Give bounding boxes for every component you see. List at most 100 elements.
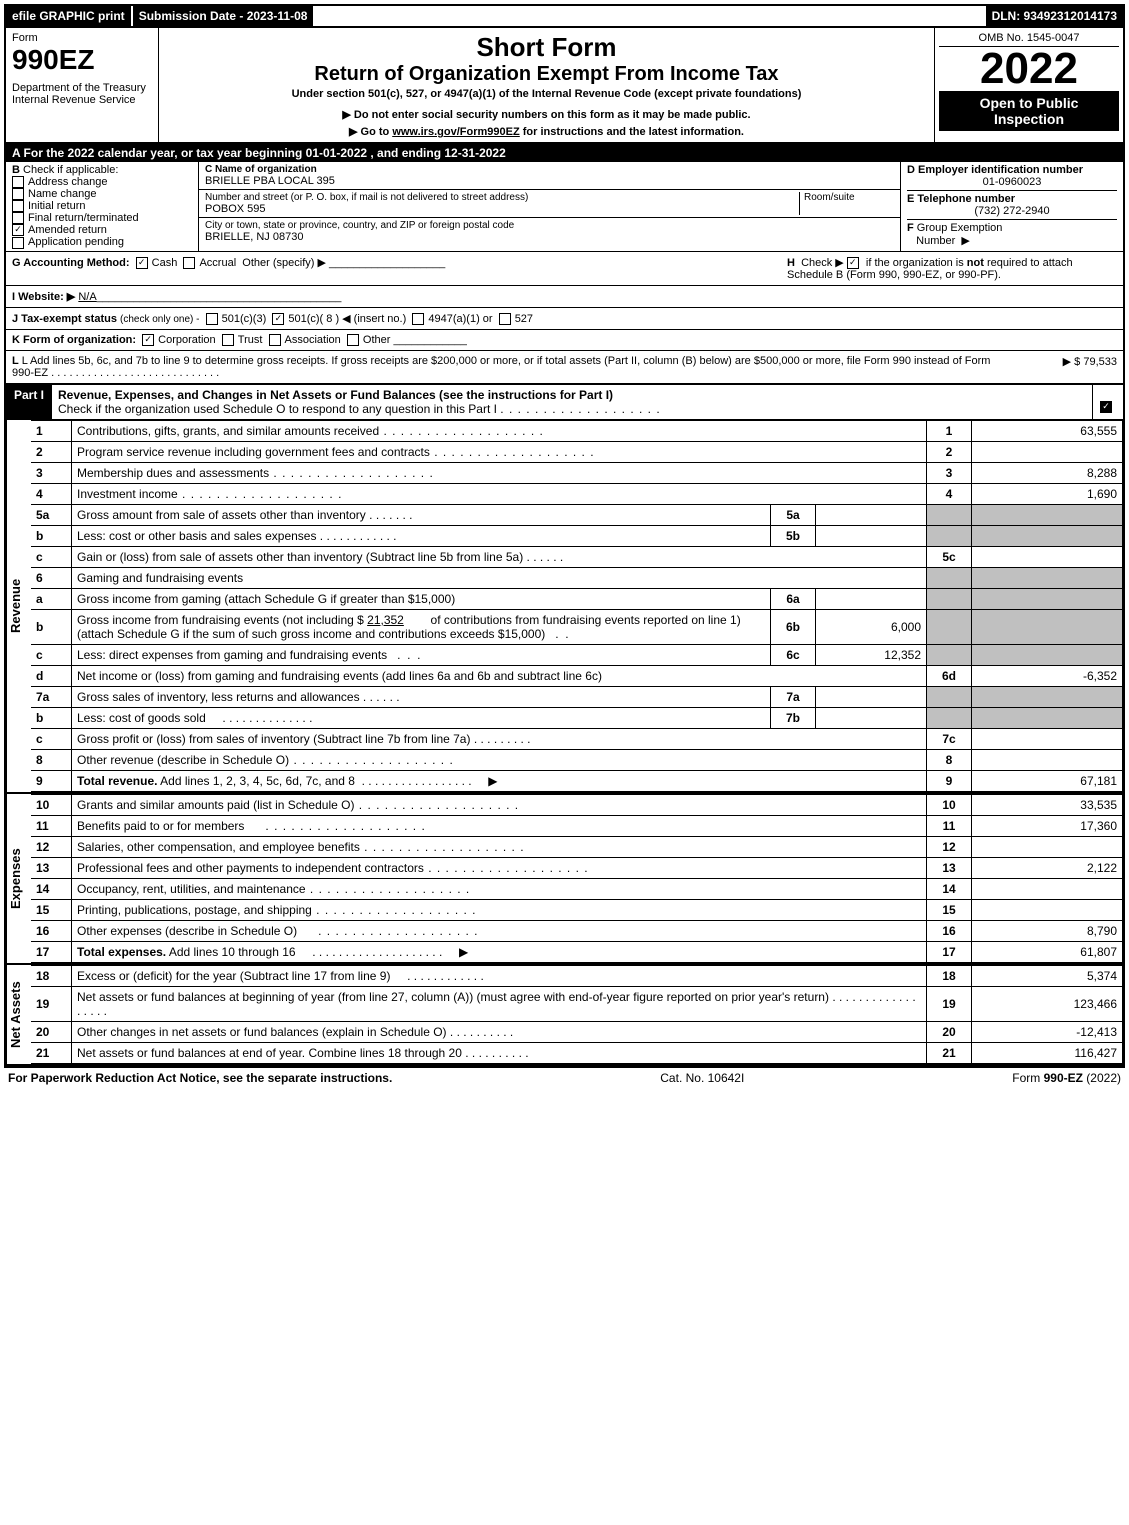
- checkbox-application-pending[interactable]: [12, 237, 24, 249]
- footer-left: For Paperwork Reduction Act Notice, see …: [8, 1071, 392, 1085]
- l16-num: 16: [927, 920, 972, 941]
- l4-val: 1,690: [972, 483, 1123, 504]
- line-15: 15 Printing, publications, postage, and …: [31, 899, 1123, 920]
- addr-label: Number and street (or P. O. box, if mail…: [205, 192, 799, 203]
- l6a-grey: [927, 588, 972, 609]
- l6d-no: d: [31, 665, 72, 686]
- l3-no: 3: [31, 462, 72, 483]
- l1-desc: Contributions, gifts, grants, and simila…: [77, 424, 379, 438]
- l16-desc: Other expenses (describe in Schedule O): [77, 924, 297, 938]
- l17-num: 17: [927, 941, 972, 962]
- checkbox-other-org[interactable]: [347, 334, 359, 346]
- checkbox-4947[interactable]: [412, 313, 424, 325]
- opt-amended-return: Amended return: [28, 224, 107, 236]
- line-17: 17 Total expenses. Add lines 10 through …: [31, 941, 1123, 962]
- city-label: City or town, state or province, country…: [205, 220, 894, 231]
- irs-label: Internal Revenue Service: [12, 94, 152, 106]
- l2-desc: Program service revenue including govern…: [77, 445, 430, 459]
- l6c-greyval: [972, 644, 1123, 665]
- title-short-form: Short Form: [163, 32, 930, 63]
- opt-application-pending: Application pending: [28, 236, 124, 248]
- section-e-label: E Telephone number: [907, 193, 1015, 205]
- l7b-grey: [927, 707, 972, 728]
- l7b-ival: [816, 707, 927, 728]
- org-address: POBOX 595: [205, 203, 799, 215]
- checkbox-name-change[interactable]: [12, 188, 24, 200]
- checkbox-501c[interactable]: ✓: [272, 313, 284, 325]
- l3-num: 3: [927, 462, 972, 483]
- line-11: 11 Benefits paid to or for members 11 17…: [31, 815, 1123, 836]
- checkbox-cash[interactable]: ✓: [136, 257, 148, 269]
- l12-val: [972, 836, 1123, 857]
- checkbox-final-return[interactable]: [12, 212, 24, 224]
- l19-val: 123,466: [972, 986, 1123, 1021]
- l5a-greyval: [972, 504, 1123, 525]
- checkbox-501c3[interactable]: [206, 313, 218, 325]
- l5c-val: [972, 546, 1123, 567]
- line-7b: b Less: cost of goods sold . . . . . . .…: [31, 707, 1123, 728]
- section-b-label: Check if applicable:: [23, 164, 118, 176]
- line-20: 20 Other changes in net assets or fund b…: [31, 1021, 1123, 1042]
- section-l: L L Add lines 5b, 6c, and 7b to line 9 t…: [6, 351, 1123, 385]
- l6-no: 6: [31, 567, 72, 588]
- l15-no: 15: [31, 899, 72, 920]
- line-5b: b Less: cost or other basis and sales ex…: [31, 525, 1123, 546]
- efile-print-label[interactable]: efile GRAPHIC print: [6, 6, 131, 26]
- l2-val: [972, 441, 1123, 462]
- l7a-no: 7a: [31, 686, 72, 707]
- form-header: Form 990EZ Department of the Treasury In…: [6, 28, 1123, 144]
- checkbox-address-change[interactable]: [12, 176, 24, 188]
- checkbox-527[interactable]: [499, 313, 511, 325]
- line-8: 8 Other revenue (describe in Schedule O)…: [31, 749, 1123, 770]
- section-d-label: D Employer identification number: [907, 164, 1083, 176]
- section-h: H Check ▶ ✓ if the organization is not r…: [787, 256, 1117, 281]
- l12-num: 12: [927, 836, 972, 857]
- section-c-name-label: C Name of organization: [205, 164, 317, 175]
- subtitle: Under section 501(c), 527, or 4947(a)(1)…: [163, 88, 930, 100]
- section-j: J Tax-exempt status (check only one) - 5…: [6, 308, 1123, 330]
- l21-num: 21: [927, 1042, 972, 1063]
- line-14: 14 Occupancy, rent, utilities, and maint…: [31, 878, 1123, 899]
- l21-desc: Net assets or fund balances at end of ye…: [77, 1046, 462, 1060]
- line-10: 10 Grants and similar amounts paid (list…: [31, 794, 1123, 815]
- l5a-inum: 5a: [771, 504, 816, 525]
- line-7c: c Gross profit or (loss) from sales of i…: [31, 728, 1123, 749]
- opt-accrual: Accrual: [199, 257, 236, 269]
- l13-val: 2,122: [972, 857, 1123, 878]
- expenses-table: 10 Grants and similar amounts paid (list…: [31, 794, 1123, 963]
- l6b-amt: 21,352: [367, 613, 404, 627]
- l17-no: 17: [31, 941, 72, 962]
- irs-link[interactable]: www.irs.gov/Form990EZ: [392, 126, 519, 138]
- line-1: 1 Contributions, gifts, grants, and simi…: [31, 420, 1123, 441]
- l7c-val: [972, 728, 1123, 749]
- checkbox-trust[interactable]: [222, 334, 234, 346]
- checkbox-amended-return[interactable]: ✓: [12, 224, 24, 236]
- l21-val: 116,427: [972, 1042, 1123, 1063]
- l7a-greyval: [972, 686, 1123, 707]
- checkbox-corporation[interactable]: ✓: [142, 334, 154, 346]
- l5c-num: 5c: [927, 546, 972, 567]
- checkbox-accrual[interactable]: [183, 257, 195, 269]
- part1-header-row: Part I Revenue, Expenses, and Changes in…: [6, 385, 1123, 420]
- section-c: C Name of organization BRIELLE PBA LOCAL…: [199, 162, 901, 251]
- l1-num: 1: [927, 420, 972, 441]
- l13-num: 13: [927, 857, 972, 878]
- l18-desc: Excess or (deficit) for the year (Subtra…: [77, 969, 390, 983]
- netassets-vert-label: Net Assets: [6, 965, 31, 1064]
- line-3: 3 Membership dues and assessments 3 8,28…: [31, 462, 1123, 483]
- checkbox-association[interactable]: [269, 334, 281, 346]
- top-bar: efile GRAPHIC print Submission Date - 20…: [6, 6, 1123, 28]
- l21-no: 21: [31, 1042, 72, 1063]
- opt-final-return: Final return/terminated: [28, 212, 139, 224]
- checkbox-schedule-b[interactable]: ✓: [847, 257, 859, 269]
- line-6c: c Less: direct expenses from gaming and …: [31, 644, 1123, 665]
- netassets-section: Net Assets 18 Excess or (deficit) for th…: [6, 965, 1123, 1066]
- checkbox-initial-return[interactable]: [12, 200, 24, 212]
- line-16: 16 Other expenses (describe in Schedule …: [31, 920, 1123, 941]
- checkbox-schedule-o[interactable]: ✓: [1100, 401, 1112, 413]
- org-name: BRIELLE PBA LOCAL 395: [205, 175, 894, 187]
- l16-no: 16: [31, 920, 72, 941]
- l11-desc: Benefits paid to or for members: [77, 819, 244, 833]
- part1-checkbox-cell: ✓: [1092, 385, 1123, 419]
- l12-desc: Salaries, other compensation, and employ…: [77, 840, 360, 854]
